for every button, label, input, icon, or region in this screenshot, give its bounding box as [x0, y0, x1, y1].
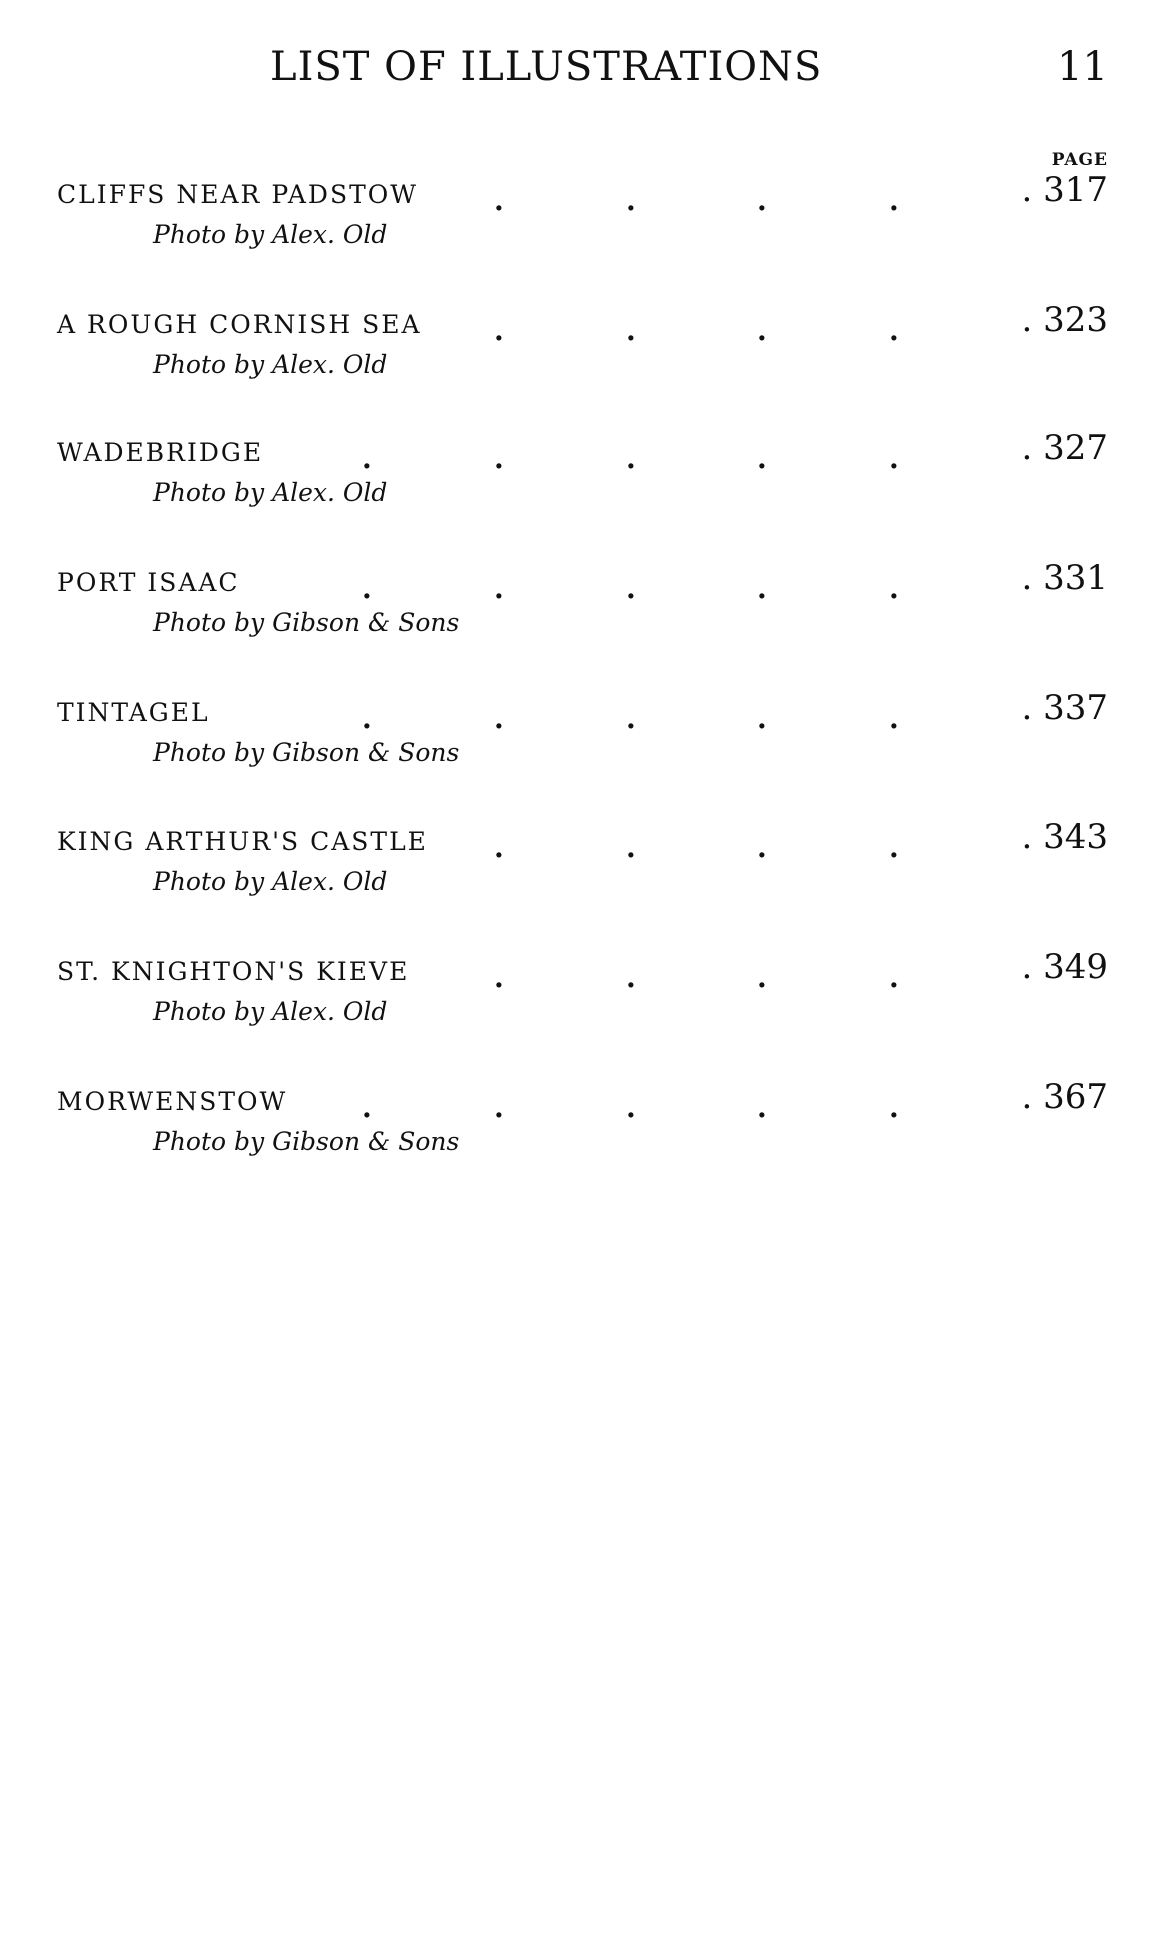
leader-dot: .	[494, 1091, 504, 1124]
leader-dot: .	[757, 442, 767, 475]
list-item: A ROUGH CORNISH SEA.... . 323 Photo by Ale…	[0, 300, 1168, 410]
leader-dot: .	[889, 702, 899, 735]
photo-credit: Photo by Alex. Old	[153, 478, 388, 507]
leader-dot: .	[757, 702, 767, 735]
leader-dot: .	[494, 831, 504, 864]
leader-dot: .	[626, 702, 636, 735]
leader-dot: .	[626, 1091, 636, 1124]
leader-dot: .	[494, 702, 504, 735]
leader-dot: .	[494, 314, 504, 347]
leader-dot: .	[626, 184, 636, 217]
leader-dot: .	[757, 831, 767, 864]
leader-dot: .	[362, 442, 372, 475]
leader-dot: .	[494, 961, 504, 994]
photo-credit: Photo by Gibson & Sons	[153, 1127, 460, 1156]
leader-dot: .	[494, 572, 504, 605]
leader-dot: .	[494, 442, 504, 475]
leader-dot: .	[626, 442, 636, 475]
photo-credit: Photo by Alex. Old	[153, 997, 388, 1026]
leader-dot: .	[757, 1091, 767, 1124]
illustration-page: . 331	[1021, 558, 1108, 598]
page-number: 11	[1057, 44, 1108, 90]
leader-dot: .	[889, 184, 899, 217]
illustration-title: CLIFFS NEAR PADSTOW	[57, 180, 418, 209]
illustration-title: PORT ISAAC	[57, 568, 240, 597]
leader-dot: .	[494, 184, 504, 217]
leader-dot: .	[626, 314, 636, 347]
list-item: PORT ISAAC..... . 331 Photo by Gibson & So…	[0, 558, 1168, 668]
photo-credit: Photo by Gibson & Sons	[153, 608, 460, 637]
leader-dot: .	[757, 572, 767, 605]
illustration-page: . 317	[1021, 170, 1108, 210]
illustration-page: . 343	[1021, 817, 1108, 857]
illustration-title: TINTAGEL	[57, 698, 210, 727]
leader-dot: .	[626, 961, 636, 994]
illustration-title: MORWENSTOW	[57, 1087, 288, 1116]
list-item: ST. KNIGHTON'S KIEVE.... . 349 Photo by Al…	[0, 947, 1168, 1057]
list-item: KING ARTHUR'S CASTLE.... . 343 Photo by Al…	[0, 817, 1168, 927]
page-title: LIST OF ILLUSTRATIONS	[270, 44, 823, 90]
leader-dot: .	[626, 572, 636, 605]
page-column-label: PAGE	[1051, 150, 1108, 170]
photo-credit: Photo by Gibson & Sons	[153, 738, 460, 767]
list-item: CLIFFS NEAR PADSTOW.... . 317 Photo by Ale…	[0, 170, 1168, 280]
leader-dot: .	[889, 314, 899, 347]
leader-dot: .	[362, 702, 372, 735]
photo-credit: Photo by Alex. Old	[153, 350, 388, 379]
illustration-page: . 337	[1021, 688, 1108, 728]
leader-dot: .	[757, 314, 767, 347]
illustration-page: . 327	[1021, 428, 1108, 468]
leader-dot: .	[889, 1091, 899, 1124]
photo-credit: Photo by Alex. Old	[153, 867, 388, 896]
illustration-title: ST. KNIGHTON'S KIEVE	[57, 957, 410, 986]
illustration-page: . 367	[1021, 1077, 1108, 1117]
illustration-title: A ROUGH CORNISH SEA	[57, 310, 422, 339]
leader-dot: .	[757, 961, 767, 994]
list-item: TINTAGEL..... . 337 Photo by Gibson & Sons	[0, 688, 1168, 798]
leader-dot: .	[362, 572, 372, 605]
illustration-page: . 349	[1021, 947, 1108, 987]
list-item: WADEBRIDGE..... . 327 Photo by Alex. Old	[0, 428, 1168, 538]
leader-dot: .	[889, 572, 899, 605]
leader-dot: .	[889, 442, 899, 475]
leader-dot: .	[626, 831, 636, 864]
illustration-page: . 323	[1021, 300, 1108, 340]
leader-dot: .	[889, 961, 899, 994]
illustration-title: KING ARTHUR'S CASTLE	[57, 827, 428, 856]
leader-dot: .	[889, 831, 899, 864]
leader-dot: .	[362, 1091, 372, 1124]
photo-credit: Photo by Alex. Old	[153, 220, 388, 249]
list-item: MORWENSTOW..... . 367 Photo by Gibson & So…	[0, 1077, 1168, 1187]
leader-dot: .	[757, 184, 767, 217]
illustration-title: WADEBRIDGE	[57, 438, 264, 467]
